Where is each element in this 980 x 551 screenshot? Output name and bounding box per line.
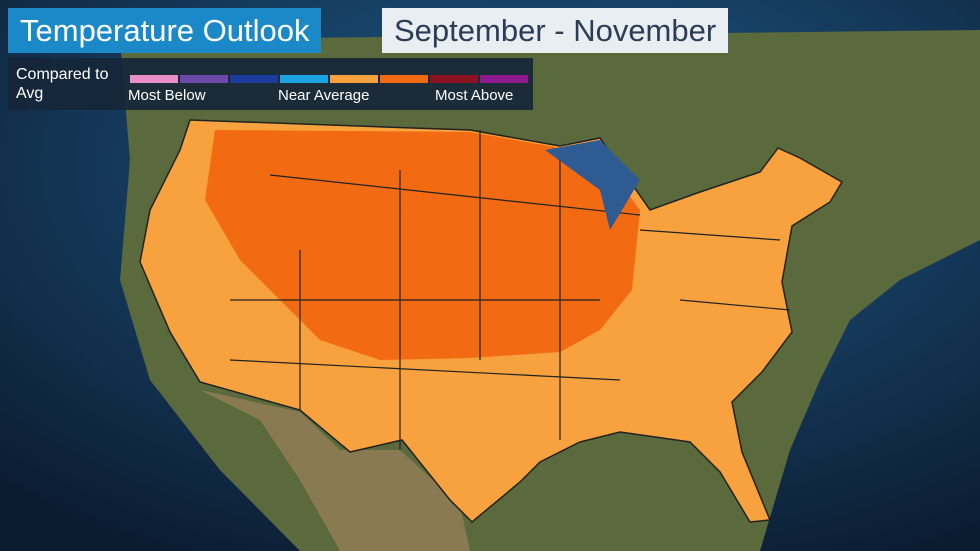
great-lakes: [545, 140, 640, 230]
title: Temperature Outlook: [8, 8, 322, 53]
legend-swatch: [280, 75, 328, 83]
us-above-average: [205, 130, 640, 360]
subtitle: September - November: [382, 8, 729, 53]
legend: Compared to Avg Most Below Near Average …: [8, 58, 533, 110]
legend-caption: Compared to Avg: [16, 66, 109, 102]
legend-label: Most Below: [128, 87, 206, 104]
mexico: [200, 390, 470, 551]
legend-swatches: [130, 75, 530, 83]
legend-swatch: [330, 75, 378, 83]
legend-label: Most Above: [435, 87, 514, 104]
state-lines: [229, 130, 791, 450]
legend-swatch: [130, 75, 178, 83]
legend-swatch: [230, 75, 278, 83]
legend-swatch: [380, 75, 428, 83]
legend-swatch: [430, 75, 478, 83]
legend-label: Near Average: [278, 87, 370, 104]
legend-swatch: [180, 75, 228, 83]
legend-swatch: [480, 75, 528, 83]
